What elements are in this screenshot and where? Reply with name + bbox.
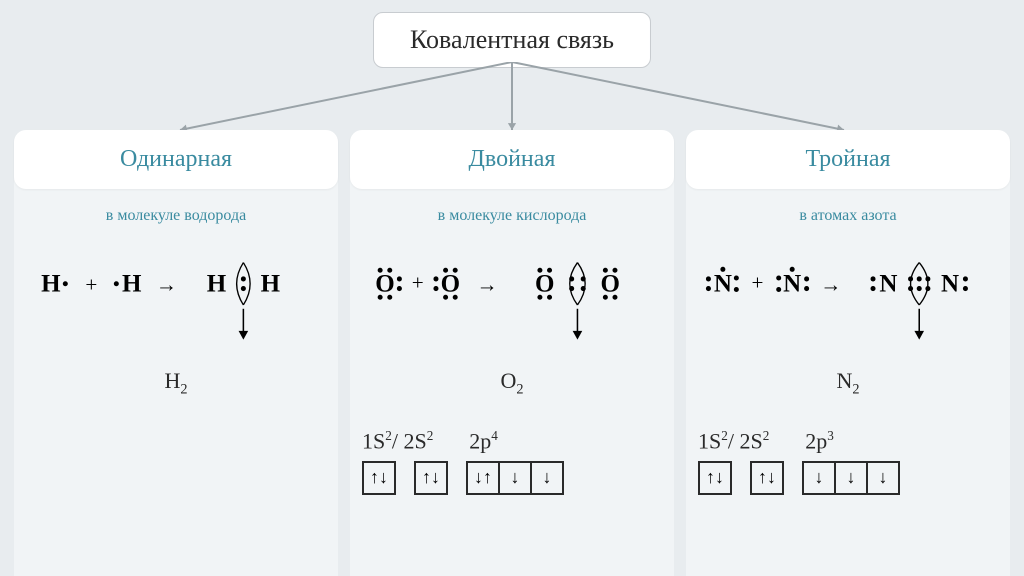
lewis-formula: O + O → O O: [350, 233, 674, 372]
molecule-label: N2: [686, 368, 1010, 398]
svg-text:+: +: [412, 271, 424, 295]
svg-text:O: O: [375, 270, 394, 297]
orbital-cell: ↓: [866, 461, 900, 495]
orbital-cell: ↑↓: [698, 461, 732, 495]
orbital-cell: ↑↓: [750, 461, 784, 495]
column-subtitle: в молекуле кислорода: [350, 189, 674, 233]
column-header: Одинарная: [14, 130, 338, 189]
svg-text:O: O: [535, 270, 554, 297]
molecule-label: O2: [350, 368, 674, 398]
electron-config-labels: 1S2 / 2S22p3: [698, 428, 998, 454]
orbital-cell: ↓↑: [466, 461, 500, 495]
svg-text:→: →: [156, 272, 177, 296]
svg-text:→: →: [476, 272, 497, 296]
orbital-cell: ↓: [498, 461, 532, 495]
orbital-cell: ↑↓: [362, 461, 396, 495]
svg-text:H: H: [41, 270, 61, 297]
electron-config: 1S2 / 2S22p4↑↓↑↓↓↑↓↓: [350, 398, 674, 494]
svg-text:H: H: [261, 270, 281, 297]
svg-text:H: H: [122, 270, 142, 297]
orbital-cell: ↑↓: [414, 461, 448, 495]
orbital-cell: ↓: [802, 461, 836, 495]
column-1: Двойная в молекуле кислорода O + O → O O O2 1…: [350, 130, 674, 576]
columns-container: Одинарная в молекуле водорода H+H→HH H2 …: [14, 130, 1010, 576]
column-header: Тройная: [686, 130, 1010, 189]
svg-text:→: →: [820, 272, 841, 296]
orbital-cell: ↓: [834, 461, 868, 495]
orbital-cell: ↓: [530, 461, 564, 495]
svg-text:H: H: [207, 270, 227, 297]
svg-text:+: +: [85, 272, 97, 296]
svg-text:N: N: [714, 270, 732, 297]
column-subtitle: в молекуле водорода: [14, 189, 338, 233]
column-2: Тройная в атомах азота N + N → N N N2 1S2 / 2…: [686, 130, 1010, 576]
svg-text:O: O: [600, 270, 619, 297]
main-title: Ковалентная связь: [373, 12, 651, 68]
electron-config: 1S2 / 2S22p3↑↓↑↓↓↓↓: [686, 398, 1010, 494]
lewis-formula: H + H → H H: [14, 233, 338, 372]
column-header: Двойная: [350, 130, 674, 189]
orbital-boxes: ↑↓↑↓↓↑↓↓: [362, 461, 662, 495]
column-0: Одинарная в молекуле водорода H + H → H H H2: [14, 130, 338, 576]
svg-text:N: N: [879, 270, 897, 297]
lewis-formula: N + N → N N: [686, 233, 1010, 372]
column-subtitle: в атомах азота: [686, 189, 1010, 233]
svg-text:N: N: [941, 270, 959, 297]
svg-text:O: O: [441, 270, 460, 297]
electron-config-labels: 1S2 / 2S22p4: [362, 428, 662, 454]
svg-text:+: +: [752, 271, 764, 295]
orbital-boxes: ↑↓↑↓↓↓↓: [698, 461, 998, 495]
molecule-label: H2: [14, 368, 338, 398]
svg-text:N: N: [783, 270, 801, 297]
